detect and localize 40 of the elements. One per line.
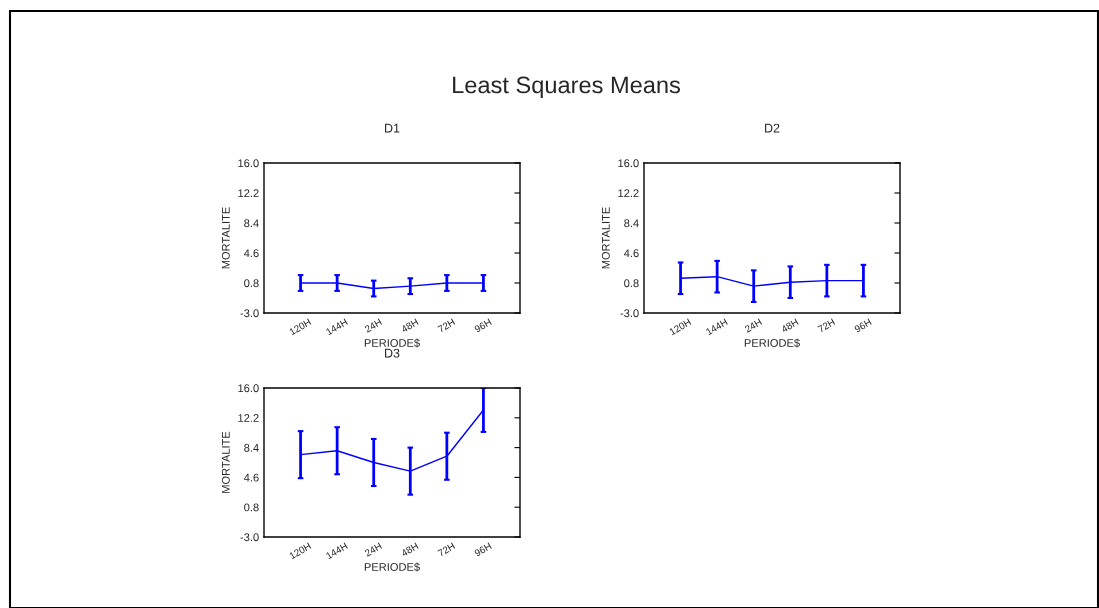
y-tick-label: 16.0 <box>238 384 259 393</box>
x-tick-label: 72H <box>437 318 456 333</box>
y-tick-label: 12.2 <box>238 414 259 422</box>
y-tick-label: 0.8 <box>244 503 259 512</box>
y-tick-label: -3.0 <box>240 309 259 318</box>
y-tick-label: 4.6 <box>243 249 259 258</box>
x-tick-label: 72H <box>817 318 836 333</box>
x-tick-label: 48H <box>400 318 419 333</box>
y-tick-label: 8.4 <box>244 219 259 228</box>
text: Least Squares Means <box>453 76 680 98</box>
y-tick-label: 0.8 <box>624 279 639 288</box>
chart-title: D2 <box>765 123 780 133</box>
x-tick-label: 24H <box>364 542 383 557</box>
x-tick-label: 96H <box>473 318 492 333</box>
x-axis-title: PERIODE$ <box>364 562 420 572</box>
y-tick-label: 8.4 <box>624 219 639 228</box>
y-tick-label: -3.0 <box>620 309 639 318</box>
y-tick-label: 8.4 <box>244 443 259 452</box>
chart-title: D1 <box>385 123 400 133</box>
x-tick-label: 24H <box>364 318 383 333</box>
x-tick-label: 48H <box>400 542 419 557</box>
y-axis-title: MORTALITE <box>601 207 610 269</box>
x-tick-label: 96H <box>853 318 872 333</box>
y-tick-label: 12.2 <box>238 189 259 198</box>
x-tick-label: 24H <box>744 318 763 333</box>
x-tick-label: 96H <box>473 542 492 557</box>
y-tick-label: 16.0 <box>238 159 259 168</box>
y-tick-label: 0.8 <box>244 279 259 288</box>
chart-title: D3 <box>385 348 400 358</box>
y-axis-title: MORTALITE <box>221 207 230 269</box>
x-tick-label: 48H <box>780 318 799 333</box>
y-tick-label: 16.0 <box>618 159 639 168</box>
y-axis-title: MORTALITE <box>221 431 230 493</box>
y-tick-label: -3.0 <box>240 533 259 542</box>
y-tick-label: 4.6 <box>623 249 639 258</box>
x-axis-title: PERIODE$ <box>364 338 420 348</box>
x-tick-label: 72H <box>437 542 456 557</box>
y-tick-label: 4.6 <box>243 473 259 482</box>
x-axis-title: PERIODE$ <box>744 338 800 348</box>
y-tick-label: 12.2 <box>618 189 639 198</box>
